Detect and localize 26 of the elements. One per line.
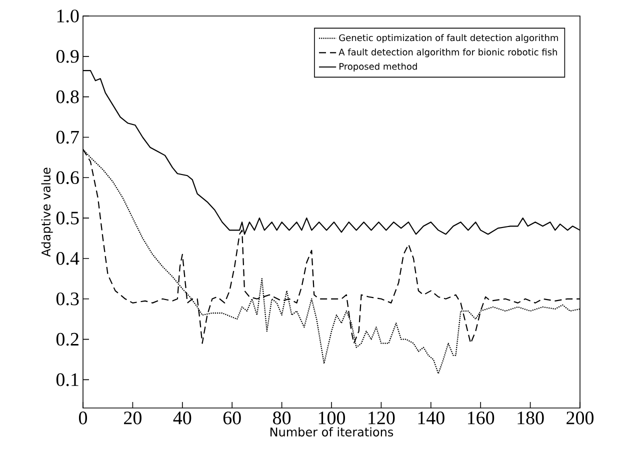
y-tick-label: 0.8 [56, 90, 79, 104]
y-tick-label: 0.6 [56, 171, 79, 184]
y-tick-label: 0.2 [56, 332, 78, 346]
legend-label: Proposed method [340, 62, 417, 72]
x-tick-label: 80 [273, 412, 291, 424]
y-tick-label: 0.5 [56, 212, 79, 225]
x-tick-label: 60 [223, 412, 241, 424]
x-tick-label: 40 [173, 412, 192, 424]
x-tick-label: 100 [318, 412, 346, 424]
x-tick-label: 20 [124, 412, 142, 424]
x-tick-label: 180 [518, 412, 544, 424]
legend-label: A fault detection algorithm for bionic robotic fish [338, 48, 557, 58]
y-tick-label: 0.3 [56, 292, 79, 306]
y-tick-label: 0.1 [56, 373, 78, 386]
x-tick-label: 200 [566, 412, 594, 424]
x-tick-label: 0 [78, 412, 88, 424]
x-tick-label: 140 [418, 412, 444, 424]
x-tick-label: 120 [368, 412, 395, 424]
y-axis-title: Adaptive value [41, 168, 53, 257]
y-tick-label: 0.7 [56, 130, 79, 144]
legend-label: Genetic optimization of fault detection algorithm [339, 34, 558, 43]
y-tick-label: 0.9 [56, 50, 79, 63]
x-tick-label: 160 [468, 412, 494, 424]
y-tick-label: 0.4 [56, 252, 80, 265]
x-axis-title: Number of iterations [270, 427, 394, 437]
y-tick-label: 1.0 [57, 10, 79, 22]
